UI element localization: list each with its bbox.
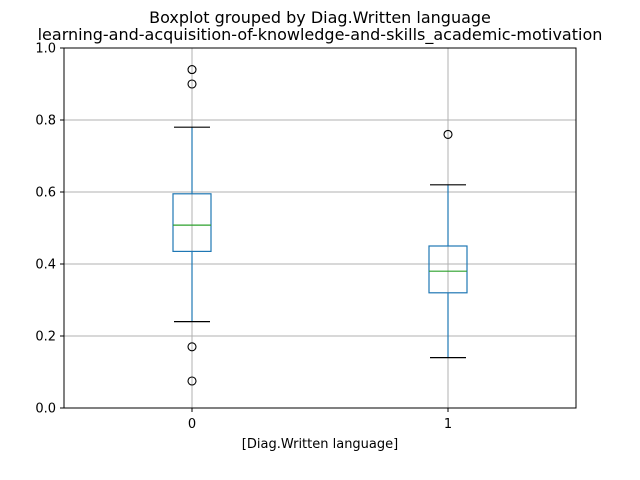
outlier-point bbox=[187, 342, 197, 352]
y-tick-label: 0.8 bbox=[35, 114, 56, 129]
box-group-1 bbox=[428, 129, 468, 359]
iqr-box bbox=[172, 193, 212, 253]
y-tick-label: 0.2 bbox=[35, 330, 56, 345]
box-group-0 bbox=[172, 65, 212, 386]
chart-subtitle: learning-and-acquisition-of-knowledge-an… bbox=[38, 25, 603, 45]
y-tick-label: 0.6 bbox=[35, 186, 56, 201]
plot-frame bbox=[63, 47, 577, 409]
x-tick-label: 0 bbox=[188, 417, 196, 432]
outlier-point bbox=[187, 376, 197, 386]
y-tick-label: 0.0 bbox=[35, 402, 56, 417]
y-tick-label: 1.0 bbox=[35, 42, 56, 57]
outlier-point bbox=[187, 79, 197, 89]
chart-title: Boxplot grouped by Diag.Written language bbox=[149, 8, 491, 27]
iqr-box bbox=[428, 245, 468, 294]
x-axis-label: [Diag.Written language] bbox=[242, 437, 398, 452]
y-tick-label: 0.4 bbox=[35, 258, 56, 273]
outlier-point bbox=[443, 129, 453, 139]
box-series bbox=[172, 65, 468, 386]
outlier-point bbox=[187, 65, 197, 75]
y-axis: 0.0 0.2 0.4 0.6 0.8 1.0 bbox=[35, 42, 64, 417]
grid-lines bbox=[64, 47, 576, 409]
x-tick-label: 1 bbox=[444, 417, 452, 432]
